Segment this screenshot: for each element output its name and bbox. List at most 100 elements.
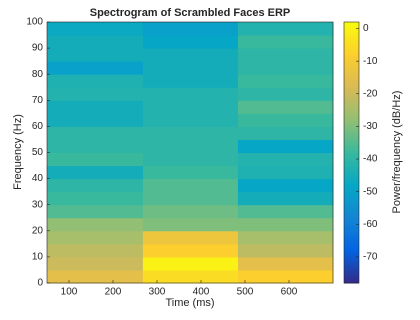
heatmap-cell <box>142 256 239 271</box>
heatmap-cell <box>47 269 144 284</box>
colorbar-segment <box>344 139 359 143</box>
colorbar-segment <box>344 129 359 133</box>
colorbar-segment <box>344 144 359 148</box>
colorbar-tick-label: 0 <box>363 23 369 34</box>
colorbar-segment <box>344 134 359 138</box>
colorbar-segment <box>344 259 359 263</box>
heatmap-cell <box>142 204 239 219</box>
colorbar-segment <box>344 68 359 73</box>
heatmap-cell <box>237 243 334 258</box>
colorbar-label: Power/frequency (dB/Hz) <box>391 91 403 214</box>
heatmap-cell <box>142 139 239 153</box>
colorbar-segment <box>344 225 359 229</box>
colorbar-segment <box>344 155 359 159</box>
heatmap-cell <box>47 61 144 75</box>
colorbar-segment <box>344 215 359 219</box>
colorbar-segment <box>344 82 359 86</box>
heatmap-cell <box>142 191 239 206</box>
colorbar-segment <box>344 230 359 234</box>
heatmap-cell <box>237 191 334 206</box>
colorbar-segment <box>344 272 359 276</box>
colorbar-segment <box>344 178 359 182</box>
heatmap-cell <box>142 61 239 75</box>
colorbar-segment <box>344 165 359 169</box>
colorbar-segment <box>344 32 359 36</box>
heatmap-cell <box>47 204 144 219</box>
y-axis-label: Frequency (Hz) <box>12 114 24 190</box>
heatmap-cell <box>237 113 334 127</box>
colorbar-segment <box>344 100 359 104</box>
colorbar-segment <box>344 228 359 232</box>
colorbar-segment <box>344 45 359 49</box>
heatmap-cell <box>47 22 144 36</box>
colorbar-segment <box>344 131 359 135</box>
colorbar-segment <box>344 264 359 268</box>
y-tick-label: 50 <box>32 147 44 158</box>
colorbar-segment <box>344 275 359 279</box>
colorbar-segment <box>344 170 359 174</box>
heatmap-cell <box>142 126 239 140</box>
colorbar-segment <box>344 207 359 211</box>
heatmap-cell <box>237 126 334 140</box>
x-tick-label: 300 <box>149 287 166 298</box>
colorbar-segment <box>344 196 359 200</box>
colorbar-segment <box>344 249 359 253</box>
colorbar-segment <box>344 24 359 28</box>
heatmap-cell <box>142 217 239 232</box>
colorbar-segment <box>344 105 359 109</box>
colorbar-segment <box>344 71 359 75</box>
heatmap-cell <box>47 152 144 167</box>
colorbar-tick-label: -30 <box>363 121 378 132</box>
colorbar-segment <box>344 89 359 93</box>
colorbar-segment <box>344 27 359 31</box>
colorbar-tick-label: -60 <box>363 219 378 230</box>
colorbar-segment <box>344 142 359 146</box>
heatmap-cell <box>47 139 144 153</box>
y-tick-label: 80 <box>32 69 44 80</box>
colorbar-segment <box>344 152 359 156</box>
colorbar-segment <box>344 175 359 180</box>
heatmap-cell <box>47 165 144 180</box>
colorbar-segment <box>344 95 359 99</box>
colorbar-segment <box>344 108 359 112</box>
colorbar-segment <box>344 92 359 96</box>
colorbar-segment <box>344 121 359 125</box>
heatmap-cell <box>47 230 144 245</box>
colorbar-segment <box>344 37 359 41</box>
colorbar-segment <box>344 136 359 140</box>
heatmap-cell <box>47 243 144 258</box>
heatmap-cell <box>47 126 144 140</box>
colorbar-segment <box>344 113 359 117</box>
heatmap-cell <box>237 87 334 101</box>
x-tick-label: 400 <box>193 287 210 298</box>
heatmap-cell <box>142 269 239 284</box>
colorbar-segment <box>344 236 359 240</box>
heatmap-cell <box>47 178 144 193</box>
colorbar-segment <box>344 251 359 255</box>
y-tick-label: 20 <box>32 225 44 236</box>
heatmap-cell <box>142 243 239 258</box>
heatmap-cell <box>47 191 144 206</box>
colorbar-segment <box>344 222 359 227</box>
x-tick-label: 500 <box>237 287 254 298</box>
colorbar-segment <box>344 238 359 242</box>
heatmap-cell <box>237 22 334 36</box>
x-tick-label: 100 <box>61 287 78 298</box>
heatmap-cell <box>237 256 334 271</box>
colorbar-tick-label: -70 <box>363 252 378 263</box>
colorbar-segment <box>344 233 359 237</box>
heatmap-cell <box>142 165 239 180</box>
heatmap-cell <box>237 217 334 232</box>
colorbar-tick-label: -20 <box>363 88 378 99</box>
colorbar-segment <box>344 29 359 33</box>
heatmap-cell <box>142 22 239 36</box>
colorbar-segment <box>344 149 359 153</box>
x-tick-label: 200 <box>105 287 122 298</box>
colorbar-segment <box>344 79 359 83</box>
colorbar-segment <box>344 173 359 177</box>
heatmap-cell <box>237 35 334 49</box>
heatmap-cell <box>142 35 239 49</box>
heatmap-cell <box>47 74 144 88</box>
colorbar-segment <box>344 217 359 221</box>
heatmap-cell <box>142 178 239 193</box>
